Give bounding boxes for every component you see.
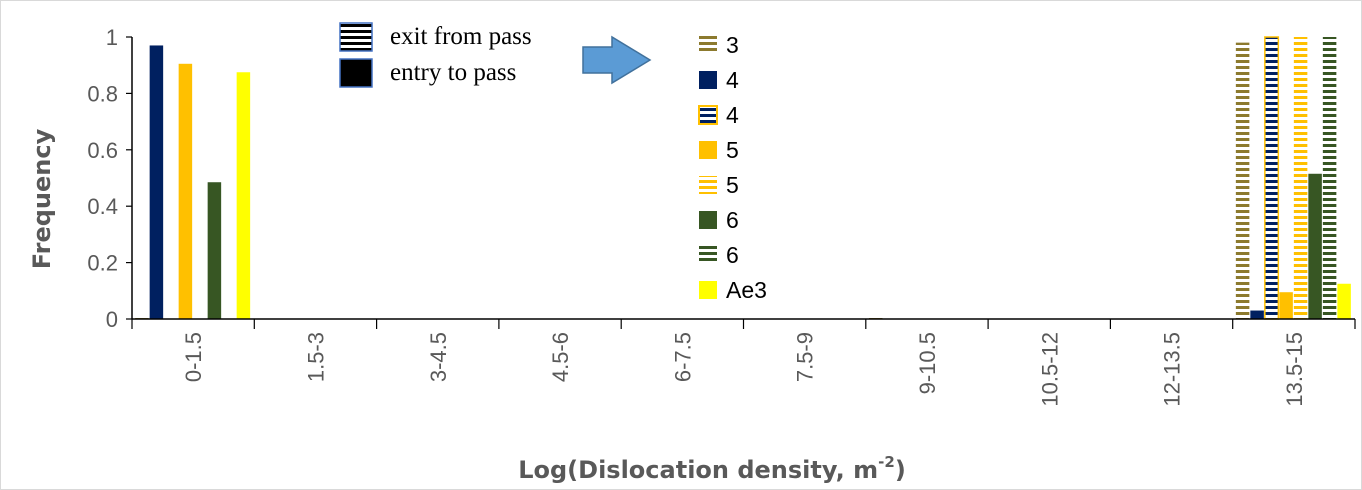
legend-swatch-1 <box>699 71 717 89</box>
x-tick-label: 1.5-3 <box>303 332 328 382</box>
legend-label-4: 5 <box>726 172 739 198</box>
arrow-icon <box>582 35 652 85</box>
y-axis: 0 0.2 0.4 0.6 0.8 1 <box>87 25 133 332</box>
legend-label-6: 6 <box>726 242 739 268</box>
y-tick-label: 0 <box>106 307 118 332</box>
x-tick-label: 3-4.5 <box>426 332 451 382</box>
legend-swatch-5 <box>699 211 717 229</box>
x-tick-label: 6-7.5 <box>670 332 695 382</box>
y-tick-label: 0.6 <box>87 138 118 163</box>
bar-13.5-15-series-3 <box>1279 292 1293 319</box>
bar-13.5-15-series-5 <box>1308 173 1322 319</box>
pattern-key-swatch-1 <box>339 58 373 88</box>
x-axis: 0-1.5 1.5-3 3-4.5 4.5-6 6-7.5 7.5-9 9-10.5 10.5… <box>131 318 1356 407</box>
legend-label-5: 6 <box>726 207 739 233</box>
legend-label-7: Ae3 <box>726 277 767 303</box>
legend-swatch-4 <box>699 176 717 194</box>
legend-swatch-3 <box>699 141 717 159</box>
x-axis-title-superscript: -2 <box>878 453 895 471</box>
y-tick-label: 0.2 <box>87 251 118 276</box>
legend-swatch-7 <box>699 281 717 299</box>
bar-0-1.5-series-0 <box>135 316 149 319</box>
bar-13.5-15-series-1 <box>1250 310 1264 319</box>
legend-swatch-2 <box>698 105 718 125</box>
pattern-key-swatch-0 <box>339 22 373 52</box>
x-axis-title-tail: ) <box>895 456 906 484</box>
pattern-key-label-0: exit from pass <box>390 23 532 50</box>
legend-swatch-0 <box>699 36 717 54</box>
legend-label-2: 4 <box>726 102 739 128</box>
legend-label-0: 3 <box>726 32 739 58</box>
pattern-key-label-1: entry to pass <box>390 59 516 86</box>
legend-label-1: 4 <box>726 67 739 93</box>
bar-13.5-15-series-4 <box>1293 37 1308 319</box>
bar-0-1.5-series-1 <box>149 45 164 320</box>
x-tick-label: 9-10.5 <box>915 332 940 394</box>
bar-13.5-15-series-6 <box>1322 37 1337 319</box>
x-tick-label: 12-13.5 <box>1160 332 1185 407</box>
y-tick-label: 1 <box>106 25 118 50</box>
bar-0-1.5-series-5 <box>207 182 222 319</box>
bar-13.5-15-series-0 <box>1235 42 1250 319</box>
bar-13.5-15-series-2 <box>1264 36 1280 320</box>
legend-swatch-6 <box>699 246 717 264</box>
x-tick-label: 7.5-9 <box>793 332 818 382</box>
pattern-key-note: exit from pass entry to pass <box>339 22 652 88</box>
legend: 3 4 4 5 5 6 6 Ae3 <box>698 32 767 303</box>
x-tick-label: 0-1.5 <box>181 332 206 382</box>
bar-0-1.5-series-3 <box>178 63 193 319</box>
x-tick-label: 4.5-6 <box>548 332 573 382</box>
x-axis-title: Log(Dislocation density, m-2) <box>518 453 906 484</box>
legend-label-3: 5 <box>726 137 739 163</box>
y-tick-label: 0.8 <box>87 81 118 106</box>
x-tick-label: 13.5-15 <box>1282 332 1307 407</box>
bar-0-1.5-series-7 <box>236 72 251 319</box>
bar-13.5-15-series-7 <box>1337 283 1351 319</box>
bars <box>135 36 1351 320</box>
y-axis-title: Frequency <box>28 128 56 269</box>
x-tick-label: 10.5-12 <box>1037 332 1062 407</box>
y-tick-label: 0.4 <box>87 194 118 219</box>
